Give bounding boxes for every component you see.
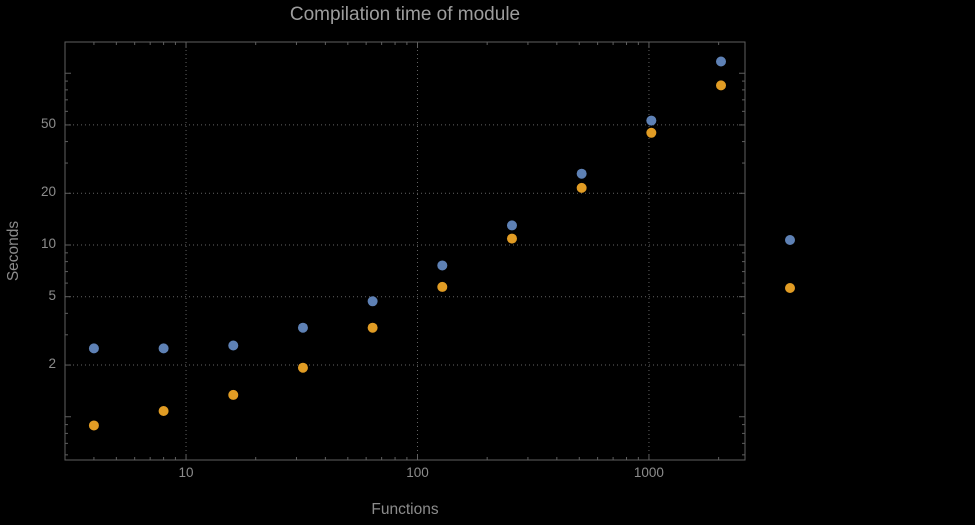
y-axis-label: Seconds [5,220,22,282]
data-point [228,389,239,400]
x-tick-label: 1000 [633,465,664,480]
data-point [88,420,99,431]
legend-marker [785,283,795,293]
data-point [158,406,169,417]
data-point [367,322,378,333]
y-tick-label: 50 [40,115,56,131]
data-point [646,115,657,126]
data-point [716,56,727,67]
y-tick-label: 10 [40,235,56,251]
data-point [716,80,727,91]
data-point [297,362,308,373]
data-point [437,281,448,292]
data-point [576,168,587,179]
x-tick-label: 100 [406,465,429,480]
data-point [506,220,517,231]
data-point [297,322,308,333]
data-point [576,182,587,193]
x-tick-label: 10 [178,465,194,480]
y-tick-label: 2 [48,356,56,372]
data-point [437,260,448,271]
y-tick-label: 20 [40,184,56,200]
data-point [646,127,657,138]
plot-frame [64,41,746,461]
data-point [228,340,239,351]
data-point [367,296,378,307]
x-axis-label: Functions [371,501,439,518]
chart-title: Compilation time of module [289,4,521,25]
data-point [88,343,99,354]
data-point [506,233,517,244]
legend-marker [785,235,795,245]
y-tick-label: 5 [48,287,56,303]
data-point [158,343,169,354]
